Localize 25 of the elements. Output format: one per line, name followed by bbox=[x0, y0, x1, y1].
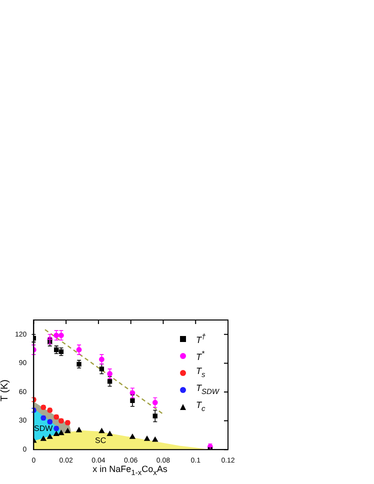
point bbox=[130, 434, 136, 439]
point bbox=[54, 431, 60, 436]
point bbox=[107, 371, 112, 376]
legend-label: T$^{†}$ bbox=[196, 332, 206, 345]
point bbox=[40, 436, 46, 441]
point bbox=[98, 428, 104, 434]
point bbox=[58, 332, 64, 338]
annotation: SDW bbox=[34, 424, 53, 433]
point bbox=[64, 428, 70, 434]
point bbox=[107, 379, 112, 384]
legend-label: T$_{c}$ bbox=[196, 400, 206, 413]
legend-label: T$_{SDW}$ bbox=[196, 383, 219, 396]
point bbox=[152, 436, 158, 442]
point bbox=[144, 436, 150, 441]
point bbox=[107, 431, 113, 436]
point bbox=[58, 430, 64, 436]
x-axis-title: x in NaFe$_{1-x}$Co$_{x}$As bbox=[92, 464, 168, 477]
point bbox=[98, 356, 104, 362]
y-axis-title: T (K) bbox=[0, 379, 11, 402]
legend-label: T$^{*}$ bbox=[196, 349, 204, 362]
point bbox=[47, 434, 53, 439]
legend-label: T$_{s}$ bbox=[196, 366, 206, 379]
point bbox=[99, 366, 104, 372]
annotation: SC bbox=[95, 436, 106, 445]
point bbox=[76, 427, 82, 432]
